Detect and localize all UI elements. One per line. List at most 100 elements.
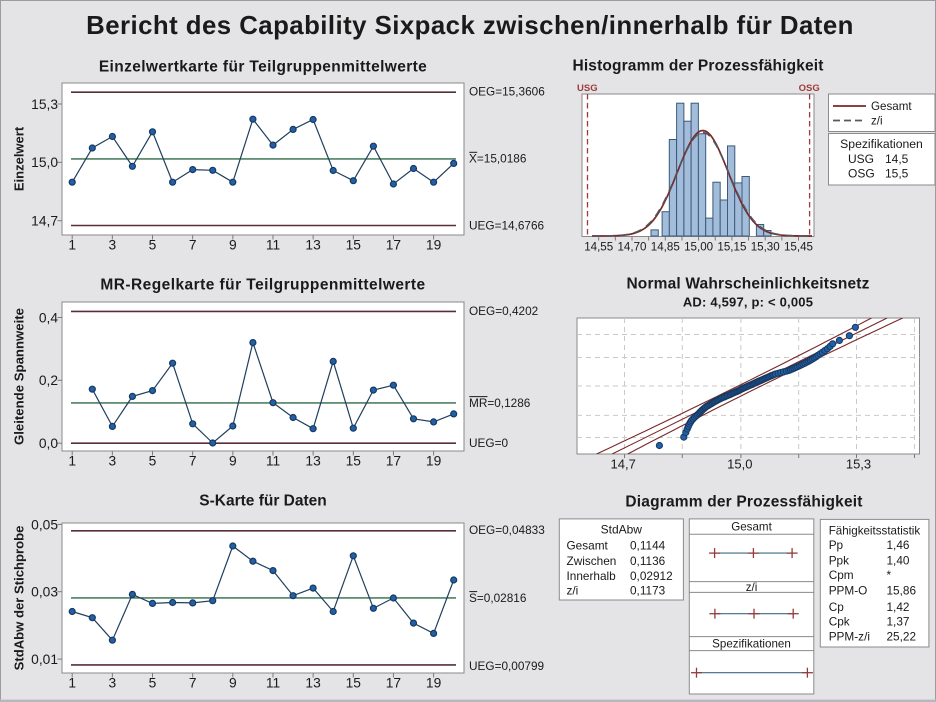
svg-text:5: 5: [149, 237, 157, 252]
svg-text:15,0: 15,0: [31, 155, 58, 170]
svg-text:AD: 4,597, p: < 0,005: AD: 4,597, p: < 0,005: [683, 295, 813, 310]
svg-text:15,3: 15,3: [31, 97, 58, 112]
svg-text:0,2: 0,2: [39, 373, 58, 388]
svg-text:OEG=0,4202: OEG=0,4202: [469, 304, 538, 318]
svg-text:S=0,02816: S=0,02816: [469, 591, 527, 605]
svg-text:13: 13: [305, 453, 321, 468]
svg-text:9: 9: [229, 675, 237, 690]
svg-text:Einzelwert: Einzelwert: [12, 126, 27, 191]
svg-text:13: 13: [305, 675, 321, 690]
svg-text:Pp: Pp: [829, 538, 844, 552]
svg-text:Cpm: Cpm: [829, 568, 854, 582]
svg-text:15: 15: [346, 453, 362, 468]
svg-text:StdAbw: StdAbw: [601, 522, 643, 536]
svg-text:USG: USG: [848, 152, 874, 166]
svg-text:0,05: 0,05: [31, 517, 58, 532]
svg-text:1,42: 1,42: [887, 600, 910, 614]
svg-text:7: 7: [189, 237, 197, 252]
svg-text:9: 9: [229, 453, 237, 468]
svg-text:Spezifikationen: Spezifikationen: [712, 638, 791, 651]
svg-text:15,45: 15,45: [784, 241, 813, 254]
svg-text:*: *: [887, 568, 892, 582]
svg-text:Normal Wahrscheinlichkeitsnetz: Normal Wahrscheinlichkeitsnetz: [626, 276, 869, 293]
svg-text:3: 3: [109, 675, 117, 690]
svg-text:15,30: 15,30: [751, 241, 780, 254]
svg-text:Zwischen: Zwischen: [567, 554, 617, 568]
svg-text:z/i: z/i: [746, 581, 758, 594]
svg-text:13: 13: [305, 237, 321, 252]
svg-text:15,5: 15,5: [885, 167, 909, 181]
svg-text:15,86: 15,86: [887, 584, 917, 598]
svg-text:OEG=15,3606: OEG=15,3606: [469, 85, 545, 99]
svg-text:15,15: 15,15: [717, 241, 746, 254]
svg-text:z/i: z/i: [871, 115, 883, 128]
svg-text:19: 19: [426, 237, 442, 252]
svg-text:14,5: 14,5: [885, 152, 909, 166]
svg-text:0,4: 0,4: [39, 310, 59, 325]
svg-text:9: 9: [229, 237, 237, 252]
svg-text:StdAbw der Stichprobe: StdAbw der Stichprobe: [12, 526, 27, 671]
svg-text:Bericht des Capability Sixpack: Bericht des Capability Sixpack zwischen/…: [86, 12, 854, 40]
svg-text:1,46: 1,46: [887, 538, 910, 552]
svg-text:Cpk: Cpk: [829, 615, 850, 629]
svg-text:Histogramm der Prozessfähigkei: Histogramm der Prozessfähigkeit: [573, 58, 824, 75]
svg-text:15,0: 15,0: [727, 457, 752, 472]
svg-text:UEG=0: UEG=0: [469, 436, 508, 450]
svg-text:USG: USG: [577, 83, 598, 94]
svg-text:OSG: OSG: [799, 83, 820, 94]
svg-text:Einzelwertkarte für Teilgruppe: Einzelwertkarte für Teilgruppenmittelwer…: [99, 59, 427, 76]
svg-text:1,40: 1,40: [887, 553, 910, 567]
svg-text:Cp: Cp: [829, 600, 845, 614]
svg-text:0,03: 0,03: [31, 585, 58, 600]
svg-text:3: 3: [109, 453, 117, 468]
svg-text:z/i: z/i: [567, 584, 579, 598]
svg-text:S-Karte für Daten: S-Karte für Daten: [199, 493, 326, 510]
svg-text:14,55: 14,55: [584, 241, 613, 254]
svg-text:X=15,0186: X=15,0186: [469, 152, 527, 166]
svg-text:5: 5: [149, 675, 157, 690]
svg-text:Fähigkeitsstatistik: Fähigkeitsstatistik: [829, 525, 921, 538]
svg-text:MR=0,1286: MR=0,1286: [469, 396, 531, 410]
svg-text:0,0: 0,0: [39, 436, 59, 451]
svg-text:1: 1: [68, 453, 76, 468]
svg-text:0,1144: 0,1144: [630, 538, 666, 552]
svg-text:0,01: 0,01: [31, 652, 58, 667]
svg-text:Ppk: Ppk: [829, 553, 849, 567]
svg-text:OSG: OSG: [848, 167, 875, 181]
svg-text:15,00: 15,00: [684, 241, 713, 254]
svg-text:Diagramm der Prozessfähigkeit: Diagramm der Prozessfähigkeit: [625, 494, 862, 511]
svg-text:17: 17: [386, 237, 401, 252]
svg-text:PPM-O: PPM-O: [829, 584, 868, 598]
svg-text:14,70: 14,70: [617, 241, 646, 254]
svg-text:1: 1: [68, 237, 76, 252]
svg-text:0,1136: 0,1136: [630, 554, 666, 568]
svg-text:PPM-z/i: PPM-z/i: [829, 629, 870, 643]
svg-text:Gesamt: Gesamt: [731, 520, 772, 533]
svg-text:7: 7: [189, 453, 197, 468]
svg-text:14,7: 14,7: [611, 457, 636, 472]
svg-text:OEG=0,04833: OEG=0,04833: [469, 523, 545, 537]
svg-text:0,02912: 0,02912: [630, 569, 673, 583]
svg-text:Gesamt: Gesamt: [567, 538, 609, 552]
svg-text:7: 7: [189, 675, 197, 690]
svg-text:25,22: 25,22: [887, 629, 917, 643]
svg-text:14,7: 14,7: [31, 214, 58, 229]
svg-text:UEG=0,00799: UEG=0,00799: [469, 659, 544, 673]
svg-text:0,1173: 0,1173: [630, 584, 666, 598]
svg-text:MR-Regelkarte für Teilgruppenm: MR-Regelkarte für Teilgruppenmittelwerte: [100, 277, 425, 294]
svg-text:11: 11: [266, 237, 280, 252]
svg-text:19: 19: [426, 675, 442, 690]
svg-text:1: 1: [68, 675, 76, 690]
svg-text:5: 5: [149, 453, 157, 468]
svg-text:Gleitende Spannweite: Gleitende Spannweite: [12, 308, 27, 445]
svg-text:UEG=14,6766: UEG=14,6766: [469, 219, 545, 233]
svg-text:3: 3: [109, 237, 117, 252]
svg-text:19: 19: [426, 453, 442, 468]
svg-text:17: 17: [386, 675, 401, 690]
svg-text:17: 17: [386, 453, 401, 468]
svg-text:Spezifikationen: Spezifikationen: [840, 137, 923, 151]
svg-text:15: 15: [346, 237, 362, 252]
svg-text:15: 15: [346, 675, 362, 690]
svg-text:14,85: 14,85: [651, 241, 680, 254]
svg-text:Gesamt: Gesamt: [871, 100, 912, 113]
